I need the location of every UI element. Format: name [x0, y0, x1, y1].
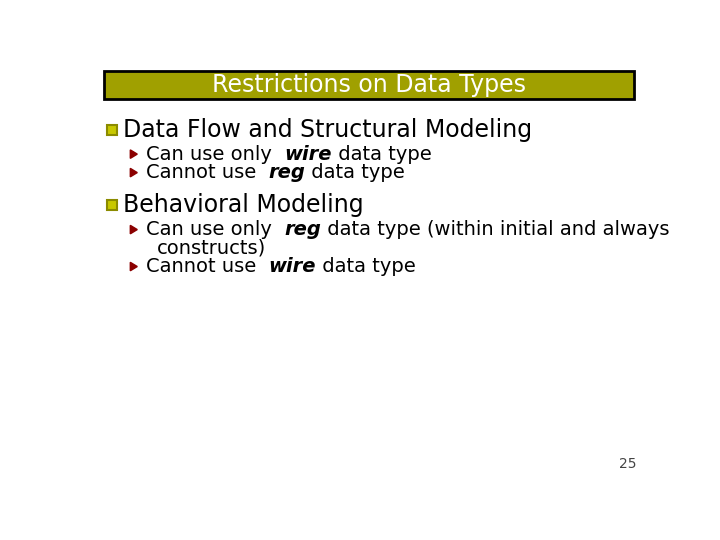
Text: wire: wire	[269, 257, 316, 276]
Polygon shape	[130, 225, 138, 234]
Text: Restrictions on Data Types: Restrictions on Data Types	[212, 73, 526, 97]
Text: Cannot use: Cannot use	[145, 257, 269, 276]
Text: Can use only: Can use only	[145, 145, 284, 164]
Bar	[107, 200, 117, 210]
Bar	[107, 125, 117, 135]
Polygon shape	[130, 168, 138, 177]
Text: Data Flow and Structural Modeling: Data Flow and Structural Modeling	[122, 118, 531, 142]
Text: data type: data type	[332, 145, 431, 164]
Text: reg: reg	[269, 163, 305, 182]
Text: Cannot use: Cannot use	[145, 163, 269, 182]
Text: constructs): constructs)	[157, 239, 266, 258]
Text: Can use only: Can use only	[145, 220, 284, 239]
Text: wire: wire	[284, 145, 332, 164]
Text: data type: data type	[316, 257, 416, 276]
Text: reg: reg	[284, 220, 321, 239]
Text: 25: 25	[619, 457, 636, 471]
Text: Behavioral Modeling: Behavioral Modeling	[122, 193, 363, 217]
Polygon shape	[130, 150, 138, 158]
Text: data type: data type	[305, 163, 405, 182]
Polygon shape	[130, 262, 138, 271]
Text: data type (within initial and always: data type (within initial and always	[321, 220, 670, 239]
FancyBboxPatch shape	[104, 71, 634, 99]
